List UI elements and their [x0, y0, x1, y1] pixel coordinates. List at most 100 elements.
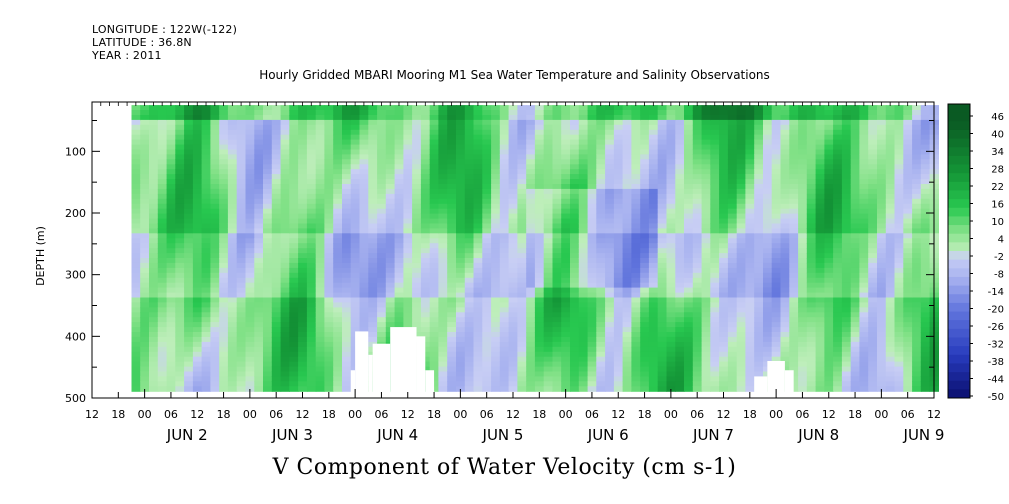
data-cell [648, 302, 659, 308]
data-cell [517, 198, 527, 205]
data-cell [815, 386, 825, 392]
data-cell [534, 203, 545, 210]
data-cell [631, 272, 641, 279]
data-cell [859, 164, 869, 170]
data-cell [780, 174, 790, 180]
data-cell [508, 154, 518, 160]
data-cell [666, 110, 676, 116]
data-cell [149, 327, 159, 333]
data-cell [140, 174, 150, 180]
data-cell [227, 105, 238, 111]
data-cell [868, 238, 878, 244]
data-cell [815, 346, 825, 353]
data-cell [306, 341, 317, 348]
data-cell [526, 144, 536, 151]
data-cell [403, 208, 413, 215]
data-cell [613, 332, 624, 338]
data-cell [280, 386, 290, 392]
data-cell [420, 272, 431, 279]
data-cell [719, 228, 729, 234]
data-cell [447, 346, 457, 353]
data-cell [473, 322, 483, 328]
data-cell [456, 307, 466, 313]
data-cell [517, 312, 527, 318]
data-cell [710, 144, 720, 151]
data-cell [306, 208, 317, 215]
data-cell [245, 233, 255, 239]
data-cell [657, 336, 668, 343]
data-cell [789, 213, 799, 220]
data-cell [859, 307, 869, 313]
data-cell [131, 218, 141, 225]
data-cell [789, 297, 799, 303]
data-cell [806, 159, 817, 165]
data-cell [517, 327, 527, 333]
data-cell [342, 361, 352, 368]
data-cell [543, 272, 554, 279]
data-cell [157, 115, 168, 121]
data-cell [131, 317, 141, 323]
data-cell [280, 149, 290, 155]
data-cell [719, 253, 729, 259]
data-cell [438, 203, 448, 210]
data-cell [666, 139, 676, 146]
data-cell [219, 297, 229, 303]
data-cell [517, 371, 527, 377]
data-cell [210, 327, 220, 333]
data-cell [613, 188, 624, 195]
data-cell [868, 208, 878, 215]
data-cell [385, 248, 396, 254]
data-cell [622, 139, 632, 146]
data-cell [298, 376, 308, 382]
data-cell [850, 119, 861, 126]
data-cell [543, 307, 554, 313]
data-cell [263, 302, 273, 308]
data-cell [789, 238, 799, 244]
data-cell [473, 302, 483, 308]
data-cell [543, 267, 554, 274]
data-cell [245, 336, 255, 343]
data-cell [622, 149, 632, 155]
data-cell [298, 203, 308, 210]
data-cell [833, 351, 843, 358]
data-cell [570, 253, 580, 259]
data-cell [833, 139, 843, 146]
data-cell [684, 258, 694, 264]
data-cell [447, 317, 457, 323]
data-cell [754, 218, 764, 225]
data-cell [745, 272, 755, 279]
data-cell [315, 124, 326, 131]
data-cell [315, 119, 326, 126]
data-cell [342, 312, 352, 318]
data-cell [140, 332, 150, 338]
data-cell [806, 223, 817, 229]
data-cell [877, 218, 887, 225]
data-cell [175, 203, 185, 210]
data-cell [736, 287, 747, 294]
data-cell [692, 371, 703, 377]
data-cell [315, 248, 326, 254]
data-cell [824, 193, 834, 200]
data-cell [201, 203, 211, 210]
data-cell [859, 115, 869, 121]
data-cell [359, 223, 369, 229]
data-cell [473, 238, 483, 244]
data-cell [763, 258, 773, 264]
data-cell [420, 366, 431, 373]
data-cell [526, 272, 536, 279]
data-cell [219, 381, 229, 387]
data-cell [692, 179, 703, 185]
data-cell [771, 307, 782, 313]
data-cell [359, 238, 369, 244]
data-cell [236, 228, 247, 234]
data-cell [315, 341, 326, 348]
data-cell [789, 287, 799, 294]
data-cell [298, 124, 308, 131]
data-cell [648, 149, 659, 155]
data-cell [491, 119, 501, 126]
data-cell [324, 361, 334, 368]
data-cell [657, 341, 668, 348]
data-cell [412, 198, 422, 205]
data-cell [420, 164, 431, 170]
data-cell [824, 322, 834, 328]
